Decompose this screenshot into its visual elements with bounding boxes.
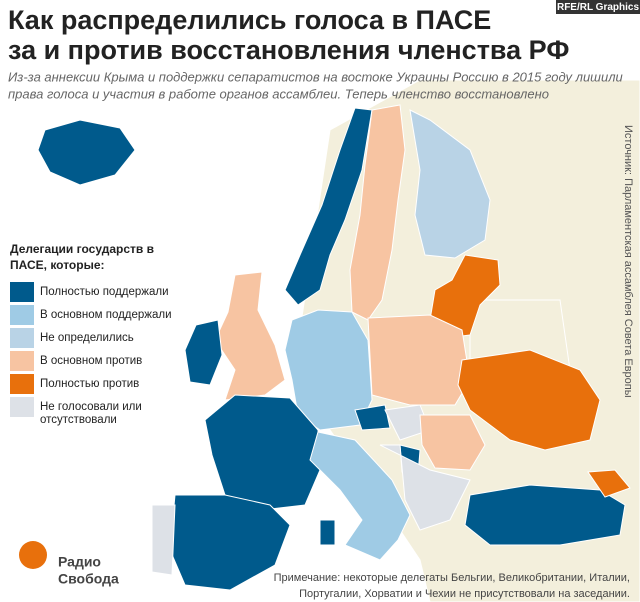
legend: Полностью поддержали В основном поддержал… xyxy=(10,282,172,426)
norway xyxy=(284,107,373,306)
note: Примечание: некоторые делегаты Бельгии, … xyxy=(274,572,630,584)
source: Источник: Парламентская ассамблея Совета… xyxy=(622,125,634,398)
badge-bg xyxy=(556,0,640,14)
austria xyxy=(354,404,391,431)
legend-swatch xyxy=(10,305,34,325)
note: Португалии, Хорватии и Чехии не присутст… xyxy=(299,588,630,600)
legend-label: Не определились xyxy=(40,332,134,344)
ukraine xyxy=(457,349,601,451)
legend-swatch xyxy=(10,374,34,394)
ireland xyxy=(184,319,223,386)
legend-label: Полностью поддержали xyxy=(40,286,169,298)
legend-swatch xyxy=(10,328,34,348)
legend-swatch xyxy=(10,282,34,302)
iceland xyxy=(37,119,136,186)
spain xyxy=(169,494,291,591)
romania xyxy=(419,414,486,471)
poland xyxy=(367,314,471,406)
legend-swatch xyxy=(10,351,34,371)
logo-text: Свобода xyxy=(58,571,119,587)
balkans xyxy=(379,444,471,531)
legend-label: В основном поддержали xyxy=(40,309,172,321)
logo-icon xyxy=(19,541,47,569)
legend-title: Делегации государств в xyxy=(10,242,154,256)
sweden xyxy=(349,104,406,321)
subtitle: Из-за аннексии Крыма и поддержки сепарат… xyxy=(8,69,623,84)
logo: Радио Свобода xyxy=(19,541,119,587)
title: Как распределились голоса в ПАСЕ xyxy=(8,5,491,35)
italy xyxy=(309,431,411,561)
legend-title: ПАСЕ, которые: xyxy=(10,258,105,272)
badge: RFE/RL Graphics xyxy=(557,2,639,13)
sardinia xyxy=(319,519,336,546)
finland xyxy=(409,109,491,259)
legend-label: отсутствовали xyxy=(40,414,117,426)
turkey xyxy=(464,484,626,546)
subtitle: права голоса и участия в работе органов … xyxy=(8,86,549,101)
logo-text: Радио xyxy=(58,554,101,570)
france xyxy=(204,394,321,511)
map xyxy=(0,79,640,602)
legend-label: Полностью против xyxy=(40,378,139,390)
legend-label: Не голосовали или xyxy=(40,401,142,413)
georgia xyxy=(587,469,631,498)
legend-swatch xyxy=(10,397,34,417)
portugal xyxy=(151,504,176,576)
title: за и против восстановления членства РФ xyxy=(8,35,569,65)
legend-label: В основном против xyxy=(40,355,142,367)
